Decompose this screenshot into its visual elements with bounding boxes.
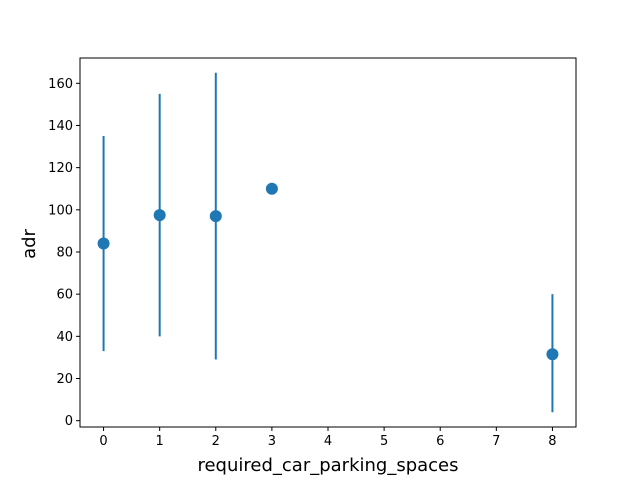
y-tick-label-8: 160: [48, 77, 73, 92]
x-tick-label-1: 1: [156, 434, 164, 449]
data-point-1: [153, 209, 166, 222]
x-tick-label-5: 5: [380, 434, 388, 449]
x-tick-label-7: 7: [492, 434, 500, 449]
y-tick-label-1: 20: [56, 372, 73, 387]
y-tick-label-2: 40: [56, 330, 73, 345]
x-axis-ticks: 0 1 2 3 4 5 6 7 8: [99, 427, 557, 449]
data-point-0: [97, 237, 110, 250]
y-tick-label-0: 0: [65, 414, 73, 429]
x-tick-label-2: 2: [212, 434, 220, 449]
y-axis-label: adr: [19, 228, 40, 258]
y-axis-ticks: 0 20 40 60 80 100 120 140 160: [48, 77, 80, 429]
y-tick-label-7: 140: [48, 119, 73, 134]
x-tick-label-4: 4: [324, 434, 332, 449]
x-axis-label: required_car_parking_spaces: [197, 455, 458, 476]
plot-frame: [79, 57, 577, 428]
plot-area: [79, 57, 577, 428]
y-tick-label-3: 60: [56, 288, 73, 303]
x-tick-label-3: 3: [268, 434, 276, 449]
x-tick-label-6: 6: [436, 434, 444, 449]
x-tick-label-8: 8: [548, 434, 556, 449]
y-tick-label-4: 80: [56, 245, 73, 260]
y-tick-label-5: 100: [48, 203, 73, 218]
data-point-4: [546, 348, 559, 361]
y-tick-label-6: 120: [48, 161, 73, 176]
x-tick-label-0: 0: [99, 434, 107, 449]
data-point-2: [209, 210, 222, 223]
data-point-3: [265, 182, 278, 195]
